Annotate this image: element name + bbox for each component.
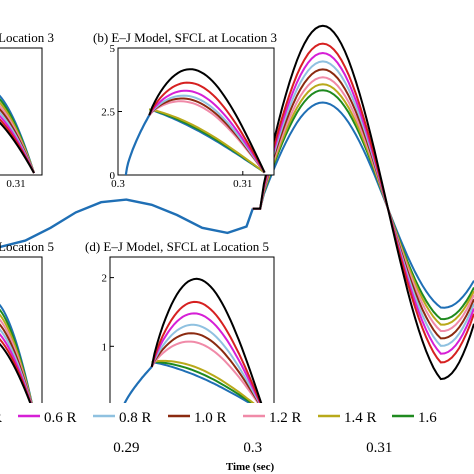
left-inset-x-tick-label: 0.31 (6, 178, 25, 190)
legend: R 0.6 R 0.8 R 1.0 R 1.2 R 1.4 R 1.6 (0, 403, 474, 429)
left-inset-panels: Location 3 0.31 Location 50.31 (0, 30, 54, 430)
inset-series-line-5 (150, 332, 266, 413)
main-x-tick-label: 0.31 (366, 440, 392, 456)
inset-x-tick-label: 0.31 (233, 178, 252, 190)
main-series-line-1 (252, 101, 474, 309)
main-prefault-line (0, 198, 254, 249)
inset-series-line-7 (148, 89, 266, 174)
inset-series-line-9 (148, 68, 266, 173)
inset-series-line-8 (148, 81, 266, 173)
legend-label-4: 1.0 R (194, 410, 227, 426)
inset-y-tick-label: 1 (102, 341, 108, 353)
main-x-tick-label: 0.3 (243, 440, 262, 456)
left-inset-2: Location 50.31 (0, 239, 54, 430)
main-series-line-9 (252, 24, 474, 381)
main-series-line-7 (252, 51, 474, 355)
main-series-line-8 (252, 42, 474, 364)
inset-y-tick-label: 5 (110, 43, 116, 55)
left-inset-1: Location 3 0.31 (0, 30, 54, 190)
main-series-line-5 (252, 68, 474, 340)
legend-label-3: 0.8 R (119, 410, 152, 426)
legend-label-2: 0.6 R (44, 410, 77, 426)
inset-series-line-6 (150, 323, 266, 413)
inset-d-panel: (d) E–J Model, SFCL at Location 50120.30… (85, 239, 275, 430)
inset-series-line-4 (150, 340, 266, 413)
left-inset-title: Location 3 (0, 30, 54, 45)
inset-title: (d) E–J Model, SFCL at Location 5 (85, 239, 269, 254)
inset-b-panel: (b) E–J Model, SFCL at Location 3 0 2.5 5 0.… (93, 30, 277, 190)
left-inset-title: Location 5 (0, 239, 54, 254)
legend-label-6: 1.4 R (344, 410, 377, 426)
inset-series-line-3 (151, 359, 265, 413)
legend-label-7: 1.6 (418, 410, 437, 426)
inset-title: (b) E–J Model, SFCL at Location 3 (93, 30, 277, 45)
inset-lines (119, 277, 266, 415)
inset-prefault-line (124, 114, 151, 175)
left-inset-series-line-9 (0, 121, 35, 174)
main-series-line-4 (252, 76, 474, 332)
inset-series-line-8 (150, 300, 266, 412)
x-axis-label: Time (sec) (226, 461, 275, 473)
legend-label-5: 1.2 R (269, 410, 302, 426)
inset-series-line-1 (151, 361, 265, 413)
inset-lines (124, 68, 266, 175)
inset-series-line-3 (149, 108, 266, 174)
inset-prefault-line (119, 366, 153, 415)
main-plot-lines (0, 24, 474, 381)
inset-series-line-2 (151, 360, 265, 413)
legend-label-1: R (0, 410, 2, 426)
inset-series-line-6 (148, 94, 266, 174)
inset-x-tick-label: 0.3 (111, 178, 125, 190)
inset-frame (117, 47, 275, 176)
main-series-line-6 (252, 60, 474, 347)
main-series-line-3 (252, 83, 474, 326)
inset-series-line-7 (150, 312, 266, 413)
inset-y-tick-label: 2.5 (101, 107, 115, 119)
inset-y-tick-label: 0 (110, 170, 116, 182)
inset-series-line-9 (150, 277, 266, 412)
inset-y-tick-label: 2 (102, 273, 108, 285)
main-x-tick-label: 0.29 (113, 440, 139, 456)
main-series-line-2 (252, 89, 474, 321)
